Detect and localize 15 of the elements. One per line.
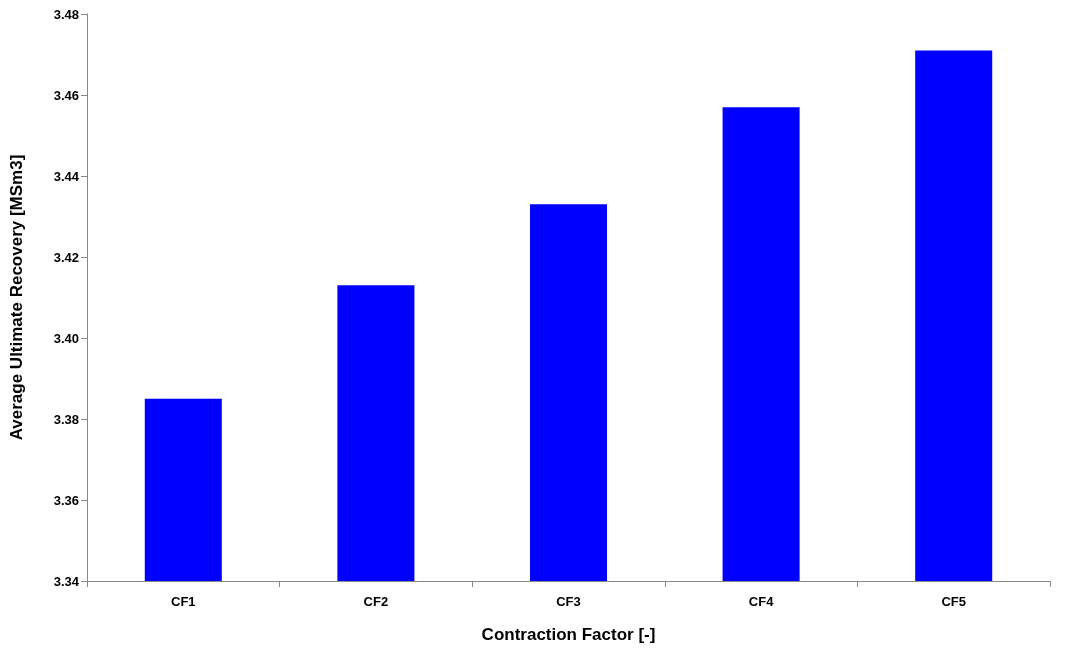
y-tick-label: 3.48 — [53, 6, 79, 22]
y-tick-label: 3.34 — [53, 573, 80, 589]
y-tick-label: 3.44 — [53, 168, 80, 184]
y-tick-label: 3.40 — [53, 330, 79, 346]
x-tick-label: CF1 — [171, 594, 196, 609]
x-tick-label: CF4 — [748, 594, 775, 609]
y-tick-label: 3.42 — [53, 249, 79, 265]
x-axis-title: Contraction Factor [-] — [481, 625, 656, 644]
x-tick-label: CF3 — [556, 594, 581, 609]
y-tick-label: 3.46 — [53, 87, 79, 103]
x-tick-label: CF2 — [363, 594, 389, 609]
y-tick-label: 3.36 — [53, 492, 79, 508]
y-tick-label: 3.38 — [53, 411, 79, 427]
y-axis-title: Average Ultimate Recovery [MSm3] — [7, 154, 26, 441]
x-tick-label: CF5 — [941, 594, 966, 609]
